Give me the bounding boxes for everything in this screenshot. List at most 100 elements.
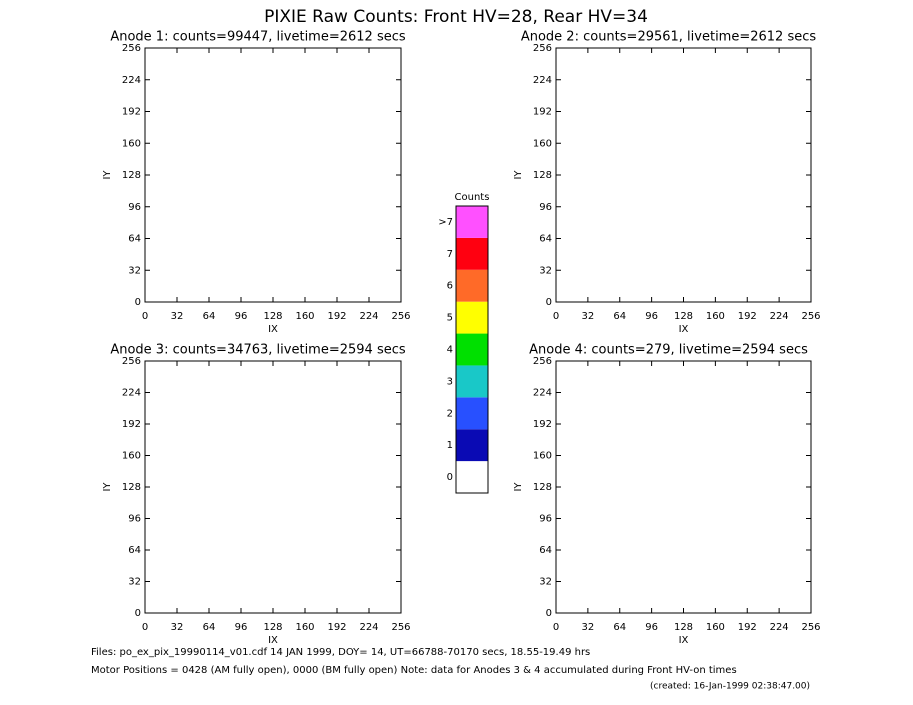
plot-frame [555, 47, 812, 303]
y-tick-label: 128 [533, 170, 552, 181]
x-axis-label: IX [679, 635, 689, 646]
y-tick-label: 224 [533, 388, 552, 399]
x-tick-label: 192 [327, 311, 346, 322]
y-tick-label: 0 [546, 608, 552, 619]
colorbar-label: 3 [447, 376, 453, 387]
y-tick-label: 192 [533, 107, 552, 118]
x-tick-label: 224 [770, 311, 789, 322]
y-tick-label: 256 [122, 43, 141, 54]
y-tick-label: 32 [539, 265, 552, 276]
y-tick-label: 64 [128, 234, 141, 245]
x-tick-label: 32 [582, 622, 595, 633]
y-tick-label: 96 [539, 514, 552, 525]
colorbar-label: 4 [447, 345, 453, 356]
colorbar-label: 0 [447, 472, 453, 483]
x-tick-label: 32 [171, 311, 184, 322]
y-axis-label: IY [102, 170, 113, 180]
page-title: PIXIE Raw Counts: Front HV=28, Rear HV=3… [264, 7, 648, 27]
x-tick-label: 256 [391, 622, 410, 633]
x-tick-label: 64 [613, 622, 626, 633]
x-tick-label: 192 [738, 622, 757, 633]
x-axis-label: IX [679, 324, 689, 335]
x-axis-label: IX [268, 635, 278, 646]
plot-frame [144, 360, 402, 614]
x-tick-label: 256 [391, 311, 410, 322]
x-tick-label: 96 [645, 311, 658, 322]
footer-note: Motor Positions = 0428 (AM fully open), … [91, 665, 737, 676]
y-tick-label: 256 [533, 356, 552, 367]
colorbar-swatch [456, 206, 488, 238]
x-tick-label: 256 [801, 311, 820, 322]
y-tick-label: 160 [122, 138, 141, 149]
x-tick-label: 256 [801, 622, 820, 633]
x-tick-label: 96 [235, 311, 248, 322]
x-tick-label: 0 [553, 311, 559, 322]
x-tick-label: 160 [706, 311, 725, 322]
x-tick-label: 224 [770, 622, 789, 633]
y-tick-label: 256 [533, 43, 552, 54]
y-tick-label: 192 [122, 107, 141, 118]
colorbar-label: 5 [447, 313, 453, 324]
plot-frame [144, 47, 402, 303]
y-tick-label: 160 [122, 451, 141, 462]
x-tick-label: 96 [235, 622, 248, 633]
colorbar-swatch [456, 461, 488, 493]
x-tick-label: 32 [171, 622, 184, 633]
colorbar-label: >7 [438, 217, 453, 228]
x-tick-label: 64 [203, 622, 216, 633]
x-tick-label: 128 [674, 311, 693, 322]
colorbar-frame [455, 205, 489, 494]
y-tick-label: 96 [539, 202, 552, 213]
y-tick-label: 0 [135, 608, 141, 619]
y-tick-label: 256 [122, 356, 141, 367]
y-axis-label: IY [513, 482, 524, 492]
y-tick-label: 192 [122, 419, 141, 430]
y-tick-label: 128 [533, 482, 552, 493]
x-tick-label: 160 [295, 311, 314, 322]
x-tick-label: 0 [142, 622, 148, 633]
y-tick-label: 64 [539, 234, 552, 245]
y-tick-label: 96 [128, 202, 141, 213]
y-tick-label: 0 [546, 297, 552, 308]
x-tick-label: 64 [613, 311, 626, 322]
colorbar-swatch [456, 397, 488, 430]
x-tick-label: 0 [142, 311, 148, 322]
x-tick-label: 160 [706, 622, 725, 633]
x-tick-label: 128 [263, 622, 282, 633]
y-tick-label: 160 [533, 451, 552, 462]
colorbar-swatch [456, 269, 488, 302]
colorbar-swatch [456, 333, 488, 366]
colorbar-swatch [456, 429, 488, 462]
x-tick-label: 192 [738, 311, 757, 322]
colorbar-label: 6 [447, 281, 453, 292]
panel-title: Anode 1: counts=99447, livetime=2612 sec… [110, 30, 406, 45]
colorbar-label: 1 [447, 440, 453, 451]
x-tick-label: 96 [645, 622, 658, 633]
plot-frame [555, 360, 812, 614]
panel-title: Anode 4: counts=279, livetime=2594 secs [529, 343, 808, 358]
y-tick-label: 224 [122, 75, 141, 86]
colorbar-swatch [456, 237, 488, 270]
x-axis-label: IX [268, 324, 278, 335]
x-tick-label: 0 [553, 622, 559, 633]
y-tick-label: 192 [533, 419, 552, 430]
colorbar-label: 2 [447, 408, 453, 419]
panel-title: Anode 2: counts=29561, livetime=2612 sec… [521, 30, 817, 45]
y-axis-label: IY [513, 170, 524, 180]
x-tick-label: 128 [674, 622, 693, 633]
y-tick-label: 224 [533, 75, 552, 86]
x-tick-label: 64 [203, 311, 216, 322]
y-tick-label: 160 [533, 138, 552, 149]
y-tick-label: 128 [122, 482, 141, 493]
y-tick-label: 96 [128, 514, 141, 525]
footer-note: (created: 16-Jan-1999 02:38:47.00) [650, 682, 810, 692]
colorbar-title: Counts [455, 192, 490, 203]
x-tick-label: 160 [295, 622, 314, 633]
y-axis-label: IY [102, 482, 113, 492]
colorbar-swatch [456, 301, 488, 334]
footer-note: Files: po_ex_pix_19990114_v01.cdf 14 JAN… [91, 647, 590, 658]
y-tick-label: 64 [539, 545, 552, 556]
colorbar-label: 7 [447, 249, 453, 260]
y-tick-label: 32 [539, 577, 552, 588]
